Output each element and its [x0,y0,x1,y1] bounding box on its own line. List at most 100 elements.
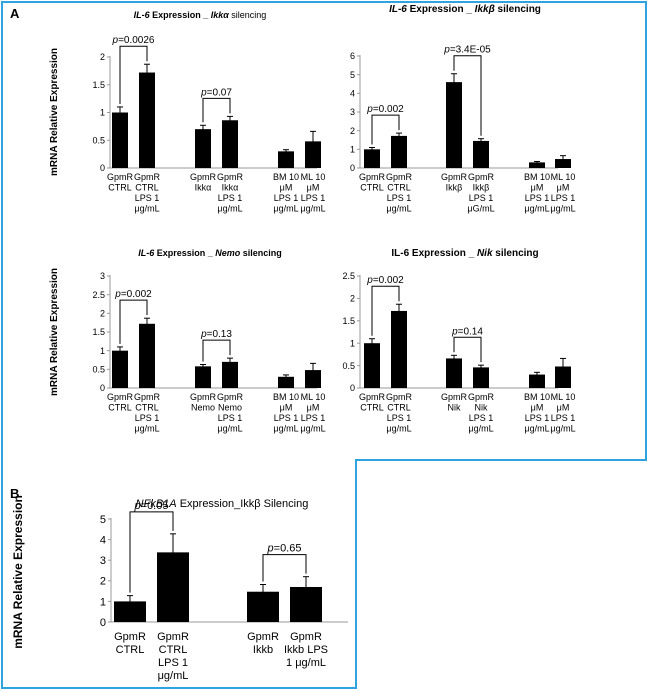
p-value-annotation: p=0.07 [200,87,232,98]
y-tick-label: 1 [100,346,105,356]
category-label: GpmR CTRL [114,631,146,656]
category-label: GpmR Nemo [190,392,217,413]
chart-title: NFkB1A Expression_Ikkβ Silencing [136,498,309,510]
category-label-line: LPS 1 [135,193,160,203]
category-label-line: GpmR [217,392,244,402]
bar [391,310,407,388]
category-label-line: BM 10 [273,172,299,182]
p-value-symbol: p [200,87,207,98]
category-label-line: LPS 1 [274,413,299,423]
chart-title-part: IL-6 Expression _ [391,248,477,259]
category-label-line: Ikkβ [473,183,490,193]
category-label-line: μg/mL [550,204,575,214]
category-label-line: CTRL [159,644,188,656]
bar [222,361,238,388]
category-label-line: LPS 1 [218,413,243,423]
bar [139,72,155,168]
category-label-line: LPS 1 [387,193,412,203]
category-label-line: Ikkα [195,183,212,193]
category-label-line: LPS 1 [469,193,494,203]
category-label-line: GpmR [386,172,413,182]
y-tick-label: 3 [100,271,105,281]
category-label: GpmR CTRL LPS 1 μg/mL [386,392,413,434]
p-value-annotation: p=0.002 [366,275,404,286]
p-value-number: =0.002 [121,289,152,300]
bar [555,159,571,168]
bar [555,366,571,388]
category-label-line: LPS 1 [218,193,243,203]
category-label-line: Nik [475,403,488,413]
y-tick-label: 1 [350,144,355,154]
p-value-symbol: p [134,500,141,512]
category-label-line: Ikkβ [446,183,463,193]
y-tick-label: 2 [100,52,105,62]
category-label-line: CTRL [116,644,145,656]
chart-title-part: NFkB1A [136,498,177,510]
y-tick-label: 1.5 [92,80,105,90]
category-label-line: LPS 1 [525,413,550,423]
category-label-line: μg/mL [273,424,298,434]
category-label-line: LPS 1 [551,413,576,423]
p-value-number: =0.002 [373,275,404,286]
chart-title-part: silencing [240,248,282,258]
category-label-line: GpmR [386,392,413,402]
panel-a-frame [1,1,647,460]
category-label: GpmR CTRL LPS 1 μg/mL [134,172,161,214]
category-label-line: GpmR [107,172,134,182]
bar [529,374,545,388]
chart-b1: NFkB1A Expression_Ikkβ Silencing mRNA Rel… [11,495,348,682]
p-value-number: =3.4E-05 [450,45,491,56]
p-value-symbol: p [366,104,373,115]
category-label-line: μM [531,403,544,413]
bar [195,366,211,388]
category-label-line: μM [307,403,320,413]
category-label-line: LPS 1 [301,193,326,203]
category-label: BM 10 μM LPS 1 μg/mL [524,172,550,214]
chart-title-part: Expression_Ikkβ Silencing [177,498,309,510]
category-label-line: GpmR [468,172,495,182]
chart-title-part: IL-6 [389,4,407,15]
category-label-line: μg/mL [134,204,159,214]
category-label-line: Nik [448,403,461,413]
chart-title-part: silencing [229,10,267,20]
y-tick-label: 1 [350,338,355,348]
significance-bracket [119,45,148,104]
p-value-symbol: p [114,289,121,300]
p-value-annotation: p=0.13 [200,329,232,340]
bar [112,112,128,168]
category-label-line: Ikkα [222,183,239,193]
panel-a-label: A [10,6,20,21]
p-value-symbol: p [366,275,373,286]
chart-title-part: Ikkβ [475,4,495,15]
category-label-line: GpmR [190,172,217,182]
category-label-line: GpmR [441,172,468,182]
y-tick-label: 1 [100,108,105,118]
significance-bracket [453,336,482,363]
category-label: GpmR Ikkβ LPS 1 μG/mL [467,172,494,214]
category-label: GpmR CTRL [359,392,386,413]
y-tick-label: 2.5 [342,271,355,281]
category-label-line: LPS 1 [469,413,494,423]
p-value-number: =0.14 [458,326,484,337]
chart-title-part: silencing [493,248,539,259]
p-value-number: =0.05 [141,500,169,512]
y-tick-label: 2 [350,294,355,304]
p-value-annotation: p=3.4E-05 [443,45,491,56]
panel-b-frame [1,459,357,689]
category-label-line: GpmR [359,392,386,402]
significance-bracket [262,554,307,582]
category-label-line: μg/mL [524,204,549,214]
significance-bracket [202,97,231,123]
y-tick-label: 0.5 [342,361,355,371]
bar [305,141,321,168]
category-label-line: CTRL [135,403,159,413]
category-label-line: μg/mL [134,424,159,434]
y-tick-label: 1 [100,596,106,608]
p-value-annotation: p=0.002 [114,289,152,300]
y-tick-label: 3 [100,555,106,567]
y-tick-label: 1.5 [92,327,105,337]
category-label: GpmR Ikkα [190,172,217,193]
category-label: GpmR CTRL LPS 1 μg/mL [386,172,413,214]
bar [278,376,294,388]
p-value-number: =0.07 [207,87,233,98]
